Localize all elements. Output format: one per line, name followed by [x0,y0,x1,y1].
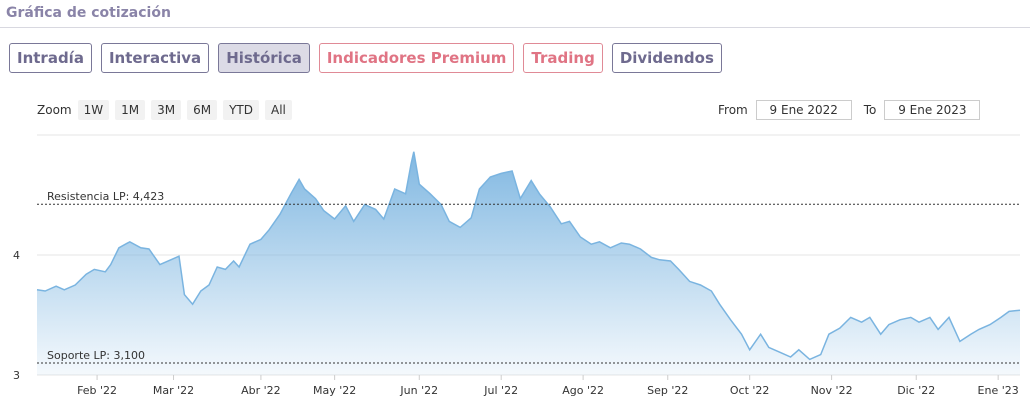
divider [0,27,1030,28]
x-tick-label: May '22 [313,384,356,397]
tab-bar: Intradía Interactiva Histórica Indicadores … [9,43,722,73]
area [37,151,1020,375]
x-tick-label: Oct '22 [730,384,770,397]
x-tick-label: Mar '22 [153,384,194,397]
x-tick-label: Jun '22 [399,384,438,397]
x-tick-label: Ene '23 [978,384,1019,397]
x-tick-label: Abr '22 [241,384,281,397]
zoom-button[interactable]: 1M [115,100,146,120]
y-tick-label: 4 [13,249,20,262]
zoom-button[interactable]: YTD [223,100,259,120]
tab[interactable]: Intradía [9,43,92,73]
tab[interactable]: Indicadores Premium [318,43,515,73]
x-tick-label: Jul '22 [483,384,518,397]
x-tick-label: Feb '22 [77,384,117,397]
zoom-button[interactable]: All [265,100,292,120]
zoom-button[interactable]: 1W [77,100,110,120]
level-label: Resistencia LP: 4,423 [47,190,164,203]
section-title: Gráfica de cotización [6,5,171,21]
x-tick-label: Sep '22 [647,384,688,397]
from-label: From [718,103,748,117]
tab[interactable]: Interactiva [100,43,210,73]
zoom-button[interactable]: 3M [151,100,182,120]
tab[interactable]: Trading [523,43,603,73]
price-line [36,151,1021,361]
x-tick-label: Ago '22 [562,384,604,397]
level-label: Soporte LP: 3,100 [47,349,145,362]
zoom-label: Zoom [37,103,72,117]
tab[interactable]: Histórica [218,43,310,73]
from-input[interactable]: 9 Ene 2022 [755,100,852,120]
to-input[interactable]: 9 Ene 2023 [884,100,981,120]
y-tick-label: 3 [13,369,20,382]
date-range: From 9 Ene 2022 To 9 Ene 2023 [718,100,992,120]
zoom-bar: Zoom 1W 1M 3M 6M YTD All [37,100,292,120]
tab[interactable]: Dividendos [611,43,722,73]
x-tick-label: Nov '22 [811,384,853,397]
to-label: To [863,103,877,117]
x-tick-label: Dic '22 [897,384,935,397]
zoom-button[interactable]: 6M [187,100,218,120]
